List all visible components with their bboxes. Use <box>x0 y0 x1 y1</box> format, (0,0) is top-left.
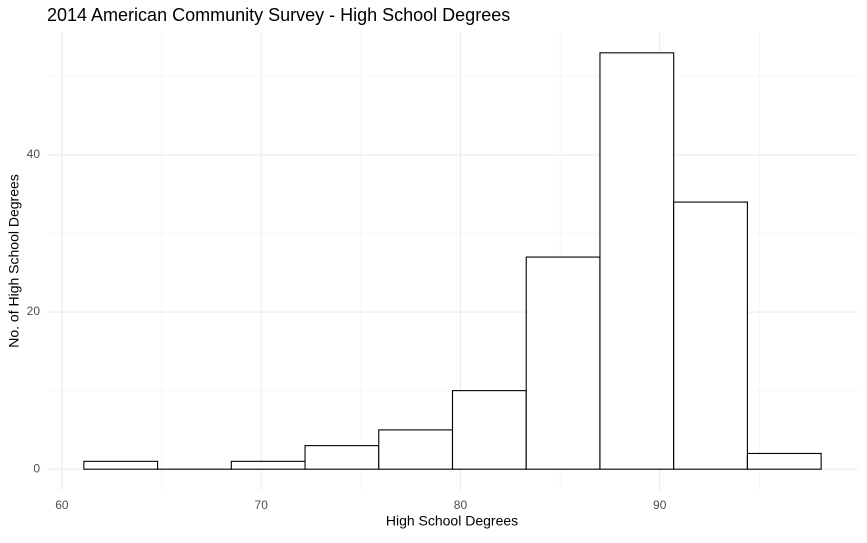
chart-title: 2014 American Community Survey - High Sc… <box>47 5 510 25</box>
bar <box>453 391 527 470</box>
y-axis-label: No. of High School Degrees <box>6 174 22 348</box>
x-tick-label: 90 <box>653 498 667 512</box>
bar <box>747 453 821 469</box>
y-tick-label: 20 <box>27 304 41 318</box>
x-tick-label: 60 <box>55 498 69 512</box>
x-tick-label: 80 <box>454 498 468 512</box>
bar <box>379 430 453 469</box>
x-axis-label: High School Degrees <box>386 513 518 529</box>
bar <box>84 461 158 469</box>
y-tick-label: 0 <box>33 461 40 475</box>
bar <box>305 446 379 470</box>
x-tick-label: 70 <box>255 498 269 512</box>
bar <box>600 53 674 469</box>
bar <box>526 257 600 469</box>
bar <box>231 461 305 469</box>
y-tick-label: 40 <box>27 147 41 161</box>
bar <box>674 202 748 469</box>
